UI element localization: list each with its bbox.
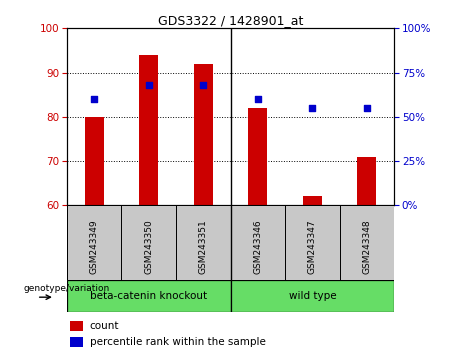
Point [90,96,98,102]
Bar [121,205,176,280]
Bar [194,64,213,205]
Text: beta-catenin knockout: beta-catenin knockout [90,291,207,301]
Text: GSM243348: GSM243348 [362,219,372,274]
Text: genotype/variation: genotype/variation [24,284,110,293]
Text: GSM243350: GSM243350 [144,219,153,274]
Text: GSM243349: GSM243349 [89,219,99,274]
Bar [303,196,322,205]
Bar [230,280,394,312]
Text: percentile rank within the sample: percentile rank within the sample [90,337,266,347]
Text: count: count [90,321,119,331]
Bar [84,117,104,205]
Bar [248,108,267,205]
Text: wild type: wild type [289,291,336,301]
Text: GSM243346: GSM243346 [253,219,262,274]
Point [200,82,207,88]
Bar [285,205,340,280]
Point [363,105,371,111]
Bar [70,321,83,331]
Bar [357,156,377,205]
Bar [176,205,230,280]
Title: GDS3322 / 1428901_at: GDS3322 / 1428901_at [158,14,303,27]
Bar [139,55,158,205]
Point [308,105,316,111]
Bar [230,205,285,280]
Point [145,82,152,88]
Point [254,96,261,102]
Bar [70,337,83,347]
Bar [67,205,121,280]
Bar [67,280,230,312]
Text: GSM243351: GSM243351 [199,219,208,274]
Text: GSM243347: GSM243347 [308,219,317,274]
Bar [340,205,394,280]
